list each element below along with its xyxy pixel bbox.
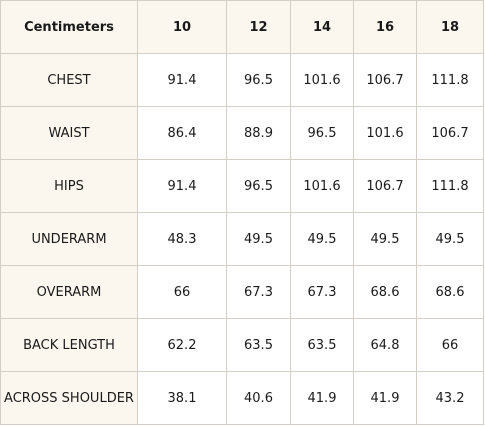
table-row: BACK LENGTH 62.2 63.5 63.5 64.8 66: [0, 318, 484, 372]
table-row: ACROSS SHOULDER 38.1 40.6 41.9 41.9 43.2: [0, 371, 484, 425]
table-cell: 101.6: [290, 53, 354, 107]
table-cell: 68.6: [416, 265, 484, 319]
table-cell: 67.3: [290, 265, 354, 319]
row-label: ACROSS SHOULDER: [0, 371, 138, 425]
table-cell: 106.7: [416, 106, 484, 160]
table-cell: 64.8: [353, 318, 417, 372]
table-cell: 101.6: [353, 106, 417, 160]
row-label: OVERARM: [0, 265, 138, 319]
table-cell: 106.7: [353, 53, 417, 107]
table-cell: 68.6: [353, 265, 417, 319]
table-cell: 63.5: [226, 318, 291, 372]
table-cell: 49.5: [416, 212, 484, 266]
table-row: UNDERARM 48.3 49.5 49.5 49.5 49.5: [0, 212, 484, 266]
table-cell: 40.6: [226, 371, 291, 425]
table-cell: 48.3: [137, 212, 227, 266]
table-cell: 66: [416, 318, 484, 372]
header-size-10: 10: [137, 0, 227, 54]
table-cell: 43.2: [416, 371, 484, 425]
table-cell: 106.7: [353, 159, 417, 213]
table-cell: 41.9: [353, 371, 417, 425]
header-row: Centimeters 10 12 14 16 18: [0, 0, 484, 54]
row-label: WAIST: [0, 106, 138, 160]
table-cell: 38.1: [137, 371, 227, 425]
row-label: CHEST: [0, 53, 138, 107]
table-cell: 111.8: [416, 53, 484, 107]
table-cell: 63.5: [290, 318, 354, 372]
table-cell: 49.5: [290, 212, 354, 266]
table-cell: 96.5: [290, 106, 354, 160]
table-cell: 96.5: [226, 159, 291, 213]
table-cell: 88.9: [226, 106, 291, 160]
table-cell: 49.5: [226, 212, 291, 266]
table-cell: 96.5: [226, 53, 291, 107]
table-cell: 49.5: [353, 212, 417, 266]
table-cell: 101.6: [290, 159, 354, 213]
row-label: BACK LENGTH: [0, 318, 138, 372]
table-cell: 111.8: [416, 159, 484, 213]
table-cell: 67.3: [226, 265, 291, 319]
header-size-14: 14: [290, 0, 354, 54]
header-size-12: 12: [226, 0, 291, 54]
header-unit: Centimeters: [0, 0, 138, 54]
table-cell: 66: [137, 265, 227, 319]
table-row: HIPS 91.4 96.5 101.6 106.7 111.8: [0, 159, 484, 213]
row-label: UNDERARM: [0, 212, 138, 266]
table-row: CHEST 91.4 96.5 101.6 106.7 111.8: [0, 53, 484, 107]
header-size-16: 16: [353, 0, 417, 54]
table-row: OVERARM 66 67.3 67.3 68.6 68.6: [0, 265, 484, 319]
header-size-18: 18: [416, 0, 484, 54]
row-label: HIPS: [0, 159, 138, 213]
table-cell: 41.9: [290, 371, 354, 425]
table-cell: 91.4: [137, 53, 227, 107]
table-row: WAIST 86.4 88.9 96.5 101.6 106.7: [0, 106, 484, 160]
table-cell: 62.2: [137, 318, 227, 372]
table-cell: 91.4: [137, 159, 227, 213]
table-cell: 86.4: [137, 106, 227, 160]
